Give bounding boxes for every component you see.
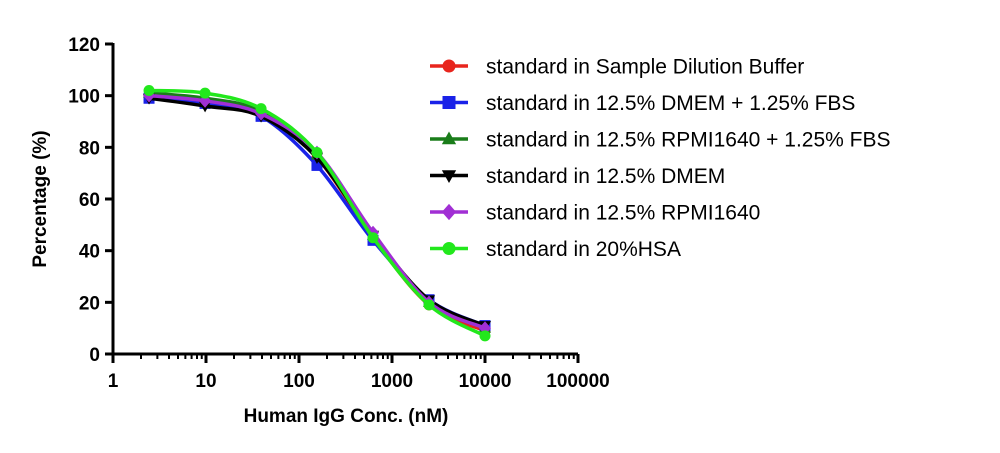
- x-tick-label: 10000: [459, 371, 512, 392]
- data-point: [311, 147, 323, 158]
- legend-item: standard in 12.5% DMEM + 1.25% FBS: [430, 92, 855, 115]
- y-tick-label: 60: [79, 190, 100, 211]
- x-tick-label: 10: [195, 371, 216, 392]
- series-layer: [142, 85, 492, 342]
- y-tick-label: 100: [68, 87, 100, 108]
- legend-marker: [442, 242, 456, 255]
- legend-item: standard in 20%HSA: [430, 238, 681, 261]
- y-tick-label: 120: [68, 35, 100, 56]
- legend-label: standard in Sample Dilution Buffer: [486, 56, 804, 79]
- data-point: [199, 93, 212, 108]
- legend-item: standard in 12.5% DMEM: [430, 165, 725, 188]
- legend-item: standard in 12.5% RPMI1640 + 1.25% FBS: [430, 129, 891, 152]
- legend-marker: [441, 170, 457, 183]
- data-point: [479, 330, 491, 342]
- y-tick-label: 40: [79, 242, 100, 263]
- x-tick-label: 100: [283, 371, 315, 392]
- series-2: [142, 86, 492, 333]
- data-point: [255, 103, 267, 115]
- data-point: [199, 87, 211, 99]
- y-axis-title: Percentage (%): [30, 130, 51, 267]
- legend-item: standard in Sample Dilution Buffer: [430, 56, 804, 79]
- legend-item: standard in 12.5% RPMI1640: [430, 202, 760, 225]
- data-point: [367, 232, 379, 244]
- series-5: [143, 85, 491, 342]
- legend-label: standard in 12.5% RPMI1640 + 1.25% FBS: [486, 129, 891, 152]
- data-point: [423, 299, 435, 311]
- x-axis-title: Human IgG Conc. (nM): [244, 406, 449, 427]
- data-point: [143, 85, 155, 96]
- data-point: [311, 159, 323, 171]
- y-tick-label: 0: [89, 345, 100, 366]
- x-tick-label: 1000: [371, 371, 413, 392]
- y-tick-label: 80: [79, 138, 100, 159]
- x-tick-label: 100000: [546, 371, 609, 392]
- y-tick-label: 20: [79, 293, 100, 314]
- legend-marker: [441, 203, 457, 221]
- legend-marker: [442, 96, 456, 109]
- legend-label: standard in 12.5% DMEM + 1.25% FBS: [486, 92, 855, 115]
- legend: standard in Sample Dilution Buffer standa…: [430, 56, 891, 261]
- legend-label: standard in 12.5% DMEM: [486, 165, 725, 188]
- legend-label: standard in 20%HSA: [486, 238, 681, 261]
- x-tick-label: 1: [108, 371, 119, 392]
- legend-label: standard in 12.5% RPMI1640: [486, 202, 760, 225]
- legend-marker: [442, 59, 456, 73]
- legend-marker: [441, 131, 457, 145]
